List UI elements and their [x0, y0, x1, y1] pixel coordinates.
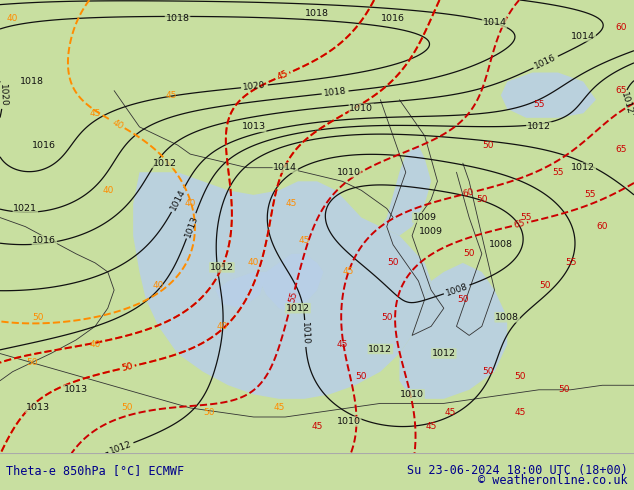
Text: 65: 65 [616, 145, 627, 154]
Text: 1016: 1016 [32, 141, 56, 149]
Text: 1010: 1010 [349, 104, 373, 113]
Text: 50: 50 [476, 195, 488, 204]
Polygon shape [501, 73, 596, 118]
Text: 40: 40 [89, 340, 101, 349]
Polygon shape [399, 263, 507, 399]
Text: 40: 40 [216, 322, 228, 331]
Text: 65: 65 [616, 86, 627, 95]
Text: 60: 60 [462, 187, 476, 199]
Text: 45: 45 [275, 70, 289, 82]
Text: 50: 50 [514, 372, 526, 381]
Text: 1012: 1012 [619, 91, 633, 115]
Text: 1021: 1021 [13, 204, 37, 213]
Text: 50: 50 [120, 362, 134, 373]
Text: 1010: 1010 [400, 390, 424, 399]
Text: 50: 50 [540, 281, 551, 290]
Text: 40: 40 [248, 258, 259, 268]
Text: 1018: 1018 [305, 9, 329, 18]
Text: 1013: 1013 [242, 122, 266, 131]
Text: 60: 60 [597, 222, 608, 231]
Text: 55: 55 [533, 100, 545, 109]
Text: 1012: 1012 [153, 159, 177, 168]
Text: 1008: 1008 [489, 240, 513, 249]
Text: 1009: 1009 [419, 227, 443, 236]
Text: 40: 40 [153, 281, 164, 290]
Polygon shape [133, 172, 431, 399]
Text: 50: 50 [381, 313, 392, 322]
Text: 1012: 1012 [108, 440, 133, 456]
Text: 1018: 1018 [20, 77, 44, 86]
Text: 50: 50 [26, 358, 37, 367]
Text: 55: 55 [584, 191, 595, 199]
Text: 45: 45 [343, 268, 354, 276]
Text: 1009: 1009 [413, 213, 437, 222]
Text: 1010: 1010 [301, 322, 310, 345]
Text: 50: 50 [356, 372, 367, 381]
Text: 55: 55 [552, 168, 564, 177]
Text: 1010: 1010 [337, 417, 361, 426]
Text: 45: 45 [273, 403, 285, 413]
Text: 1016: 1016 [381, 14, 405, 23]
Text: 50: 50 [482, 141, 494, 149]
Text: 45: 45 [286, 199, 297, 208]
Text: Theta-e 850hPa [°C] ECMWF: Theta-e 850hPa [°C] ECMWF [6, 464, 184, 477]
Text: 45: 45 [514, 408, 526, 417]
Text: 45: 45 [337, 340, 348, 349]
Text: Su 23-06-2024 18:00 UTC (18+00): Su 23-06-2024 18:00 UTC (18+00) [407, 464, 628, 477]
Polygon shape [216, 272, 266, 308]
Text: 1020: 1020 [0, 84, 8, 107]
Text: 50: 50 [457, 294, 469, 304]
Text: 1012: 1012 [286, 304, 310, 313]
Text: 45: 45 [165, 91, 177, 99]
Text: 40: 40 [184, 199, 196, 208]
Text: 1018: 1018 [165, 14, 190, 23]
Text: 1014: 1014 [571, 32, 595, 41]
Text: 50: 50 [463, 249, 475, 258]
Text: 1013: 1013 [183, 214, 199, 238]
Text: 1010: 1010 [337, 168, 361, 177]
Text: 50: 50 [120, 362, 134, 373]
Polygon shape [380, 145, 431, 236]
Text: 1014: 1014 [482, 18, 507, 27]
Text: 1020: 1020 [243, 81, 266, 92]
Text: 50: 50 [32, 313, 44, 322]
Text: 55: 55 [565, 258, 576, 268]
Text: 1013: 1013 [26, 403, 50, 413]
Text: 40: 40 [111, 118, 126, 131]
Text: 1012: 1012 [527, 122, 551, 131]
Text: 45: 45 [275, 70, 289, 82]
Text: 50: 50 [204, 408, 215, 417]
Text: 45: 45 [444, 408, 456, 417]
Text: 50: 50 [559, 385, 570, 394]
Text: 1016: 1016 [32, 236, 56, 245]
Text: 50: 50 [482, 367, 494, 376]
Text: 1014: 1014 [273, 163, 297, 172]
Text: 1008: 1008 [444, 282, 469, 297]
Text: 1013: 1013 [64, 385, 88, 394]
Text: 1008: 1008 [495, 313, 519, 322]
Text: 40: 40 [7, 14, 18, 23]
Text: 45: 45 [89, 109, 101, 118]
Text: 40: 40 [102, 186, 113, 195]
Text: 1012: 1012 [210, 263, 234, 272]
Text: 45: 45 [425, 421, 437, 431]
Text: 50: 50 [387, 258, 399, 268]
Text: 65: 65 [513, 219, 526, 230]
Text: 45: 45 [299, 236, 310, 245]
Text: 55: 55 [521, 213, 532, 222]
Text: 55: 55 [287, 291, 299, 304]
Polygon shape [260, 254, 323, 313]
Text: 1018: 1018 [323, 87, 347, 98]
Text: 1016: 1016 [533, 53, 558, 71]
Text: 1014: 1014 [169, 188, 187, 212]
Text: 1012: 1012 [432, 349, 456, 358]
Text: 50: 50 [121, 403, 133, 413]
Text: 1012: 1012 [368, 344, 392, 353]
Text: 45: 45 [311, 421, 323, 431]
Text: © weatheronline.co.uk: © weatheronline.co.uk [478, 474, 628, 487]
Text: 60: 60 [616, 23, 627, 32]
Text: 1012: 1012 [571, 163, 595, 172]
